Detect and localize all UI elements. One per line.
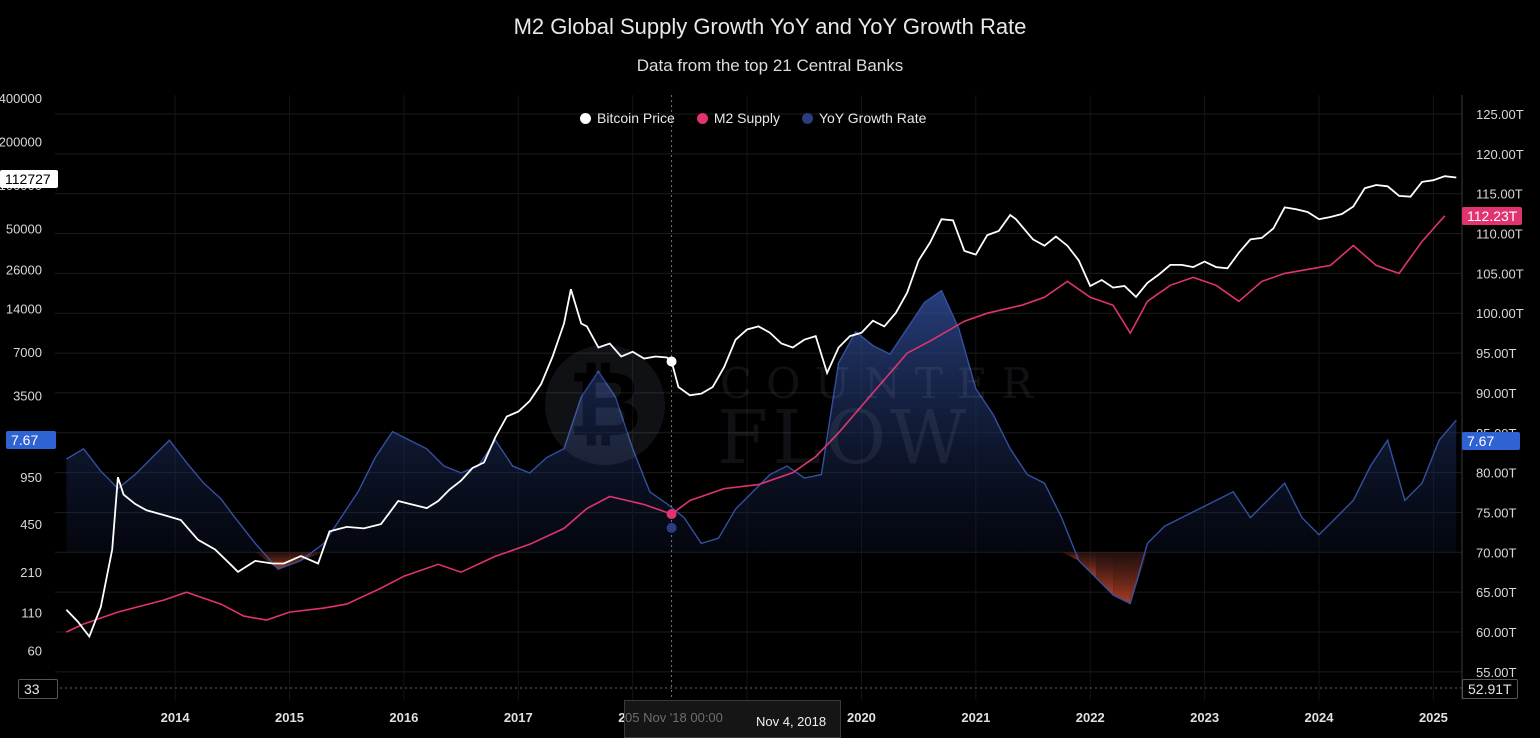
yoy-right-tag: 7.67 — [1462, 432, 1520, 450]
right-axis-low-tag: 52.91T — [1462, 679, 1518, 699]
yoy-negative-area — [1113, 552, 1131, 604]
right-axis-tick: 120.00T — [1476, 147, 1524, 162]
bitcoin-price-series — [65, 175, 1457, 639]
left-axis-tick: 3500 — [13, 388, 42, 403]
left-axis-tick: 14000 — [6, 301, 42, 316]
x-axis-tick: 2022 — [1076, 710, 1105, 725]
crosshair-yoy-point — [666, 522, 677, 533]
yoy-line — [66, 289, 1457, 605]
legend-label-bitcoin: Bitcoin Price — [597, 110, 675, 126]
legend-label-yoy: YoY Growth Rate — [818, 110, 927, 126]
legend: Bitcoin Price M2 Supply YoY Growth Rate — [580, 110, 926, 126]
yoy-negative-area — [255, 552, 279, 570]
yoy-left-tag: 7.67 — [6, 431, 56, 449]
x-axis-tick: 2023 — [1190, 710, 1219, 725]
chart-title: M2 Global Supply Growth YoY and YoY Grow… — [513, 14, 1027, 39]
crosshair-date-label: Nov 4, 2018 — [756, 714, 827, 729]
crosshair-previous-date: 05 Nov '18 00:00 — [625, 710, 723, 725]
bitcoin-last-price-tag: 112727 — [0, 170, 58, 188]
x-axis-tick: 2021 — [961, 710, 990, 725]
right-axis-tick: 95.00T — [1476, 346, 1517, 361]
right-axis-tick: 65.00T — [1476, 585, 1517, 600]
left-axis-tick: 110 — [21, 605, 42, 620]
right-axis-tick: 90.00T — [1476, 386, 1517, 401]
legend-marker-m2 — [696, 112, 708, 124]
crosshair-bitcoin-point — [666, 356, 677, 367]
left-axis-low-tag: 33 — [18, 679, 58, 699]
yoy-area — [66, 290, 1457, 604]
left-axis-tick: 60 — [28, 643, 42, 658]
left-axis-tick: 50000 — [6, 221, 42, 236]
right-axis-tick: 110.00T — [1476, 227, 1523, 242]
legend-label-m2: M2 Supply — [713, 110, 780, 126]
yoy-negative-area — [1078, 552, 1096, 578]
axes: 4000002000001000005000026000140007000350… — [0, 91, 1524, 725]
x-axis-tick: 2014 — [161, 710, 191, 725]
x-axis-tick: 2016 — [389, 710, 418, 725]
left-axis-tick: 950 — [20, 470, 42, 485]
x-axis-tick: 2017 — [504, 710, 533, 725]
m2-supply-series — [66, 215, 1446, 633]
crosshair-m2-point — [666, 509, 677, 520]
yoy-negative-area — [1130, 552, 1148, 604]
legend-marker-yoy — [801, 112, 813, 124]
right-axis-tick: 115.00T — [1476, 187, 1523, 202]
left-axis-tick: 26000 — [6, 263, 42, 278]
left-axis-tick: 7000 — [13, 345, 42, 360]
legend-item-yoy[interactable]: YoY Growth Rate — [801, 110, 927, 126]
yoy-negative-area — [1061, 552, 1079, 561]
x-axis-tick: 2020 — [847, 710, 876, 725]
right-axis-tick: 105.00T — [1476, 266, 1524, 281]
x-axis-tick: 2015 — [275, 710, 304, 725]
m2-last-value-tag: 112.23T — [1462, 207, 1523, 225]
right-axis-tick: 125.00T — [1476, 107, 1524, 122]
grid-lines — [55, 95, 1463, 700]
chart-subtitle: Data from the top 21 Central Banks — [636, 56, 904, 75]
right-axis-tick: 55.00T — [1476, 665, 1517, 680]
yoy-negative-area — [1095, 552, 1114, 595]
legend-item-bitcoin[interactable]: Bitcoin Price — [580, 110, 675, 126]
left-axis-tick: 400000 — [0, 91, 42, 106]
right-axis-tick: 75.00T — [1476, 505, 1517, 520]
right-axis-tick: 60.00T — [1476, 625, 1517, 640]
crosshair — [666, 95, 677, 700]
legend-item-m2[interactable]: M2 Supply — [696, 110, 780, 126]
right-axis-tick: 70.00T — [1476, 545, 1517, 560]
left-axis-tick: 450 — [20, 517, 42, 532]
legend-marker-bitcoin — [580, 112, 591, 124]
left-axis-tick: 200000 — [0, 134, 42, 149]
left-axis-tick: 210 — [20, 565, 42, 580]
x-axis-tick: 2025 — [1419, 710, 1448, 725]
m2-line — [66, 215, 1446, 633]
x-axis-tick: 2024 — [1305, 710, 1335, 725]
bitcoin-line — [65, 175, 1457, 639]
right-axis-tick: 100.00T — [1476, 306, 1524, 321]
yoy-growth-series — [66, 289, 1457, 605]
right-axis-tick: 80.00T — [1476, 466, 1517, 481]
